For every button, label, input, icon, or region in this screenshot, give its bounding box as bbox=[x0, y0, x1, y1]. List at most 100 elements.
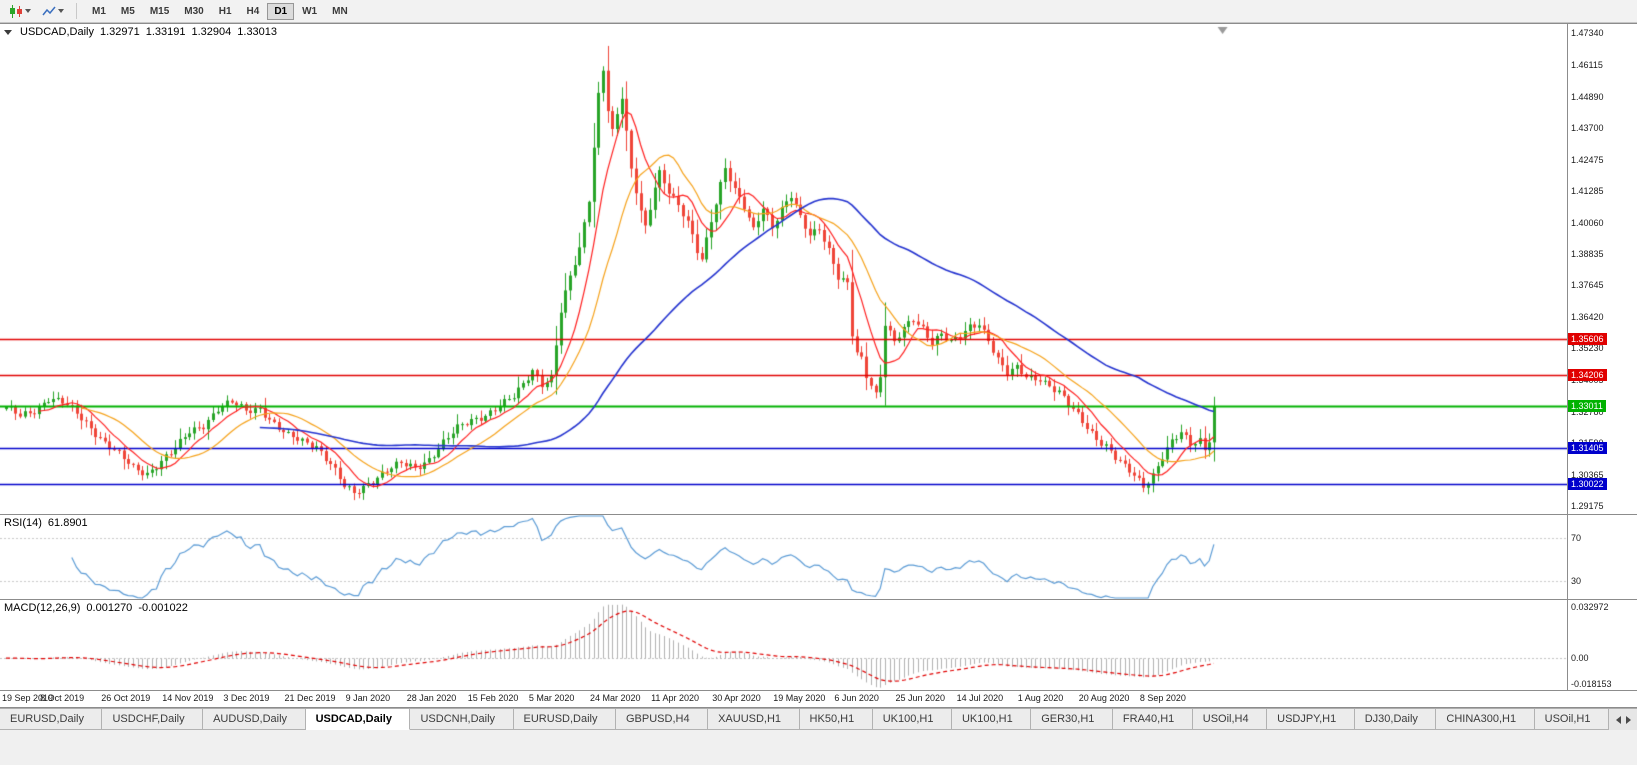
timeframe-m30-button[interactable]: M30 bbox=[184, 5, 204, 17]
rsi-panel: RSI(14) 61.8901 70 30 bbox=[0, 515, 1637, 600]
date-tick: 8 Sep 2020 bbox=[1139, 693, 1186, 703]
rsi-axis[interactable]: 70 30 bbox=[1567, 515, 1637, 599]
chart-area: USDCAD,Daily 1.32971 1.33191 1.32904 1.3… bbox=[0, 23, 1637, 708]
tab-gbpusd-h4[interactable]: GBPUSD,H4 bbox=[616, 709, 709, 730]
date-tick: 15 Feb 2020 bbox=[467, 693, 519, 703]
price-tick: 1.46115 bbox=[1571, 59, 1603, 70]
tab-hk50-h1[interactable]: HK50,H1 bbox=[799, 709, 873, 730]
price-level-badge: 1.33011 bbox=[1568, 400, 1606, 413]
date-tick: 14 Nov 2019 bbox=[162, 693, 214, 703]
tab-usoil-h4[interactable]: USOil,H4 bbox=[1192, 709, 1268, 730]
timeframe-m5-button[interactable]: M5 bbox=[120, 5, 135, 17]
high-value: 1.33191 bbox=[145, 26, 186, 38]
tab-xauusd-h1[interactable]: XAUUSD,H1 bbox=[708, 709, 800, 730]
macd-name: MACD(12,26,9) bbox=[4, 602, 81, 614]
timeframe-m1-button[interactable]: M1 bbox=[92, 5, 106, 17]
tab-usoil-h1[interactable]: USOil,H1 bbox=[1534, 709, 1609, 730]
chart-type-button[interactable] bbox=[5, 2, 35, 21]
date-tick: 24 Mar 2020 bbox=[590, 693, 641, 703]
price-level-badge: 1.31405 bbox=[1568, 441, 1607, 454]
timeframe-mn-button[interactable]: MN bbox=[332, 5, 348, 17]
timeframe-w1-button[interactable]: W1 bbox=[302, 5, 318, 17]
date-tick: 9 Jan 2020 bbox=[345, 693, 391, 703]
chevron-down-icon bbox=[58, 9, 64, 13]
macd-tick: 0.032972 bbox=[1571, 602, 1609, 612]
price-tick: 1.32780 bbox=[1571, 407, 1604, 418]
tab-eurusd-daily[interactable]: EURUSD,Daily bbox=[0, 709, 103, 730]
rsi-chart-canvas[interactable] bbox=[0, 515, 1567, 599]
tab-eurusd-daily[interactable]: EURUSD,Daily bbox=[513, 709, 616, 730]
date-tick: 30 Apr 2020 bbox=[712, 693, 761, 703]
tab-scroll-buttons bbox=[1609, 709, 1637, 730]
tab-usdcnh-daily[interactable]: USDCNH,Daily bbox=[410, 709, 514, 730]
date-tick: 19 May 2020 bbox=[773, 693, 826, 703]
price-panel: USDCAD,Daily 1.32971 1.33191 1.32904 1.3… bbox=[0, 24, 1637, 515]
timeframe-buttons: M1 M5 M15 M30 H1 H4 D1 W1 MN bbox=[85, 2, 355, 20]
date-tick: 8 Oct 2019 bbox=[40, 693, 85, 703]
line-chart-icon bbox=[42, 6, 56, 15]
toolbar: M1 M5 M15 M30 H1 H4 D1 W1 MN bbox=[0, 0, 1637, 23]
tabs-scroll-left-button[interactable] bbox=[1615, 715, 1621, 724]
rsi-name: RSI(14) bbox=[4, 517, 42, 529]
chevron-down-icon bbox=[25, 9, 31, 13]
tab-china300-h1[interactable]: CHINA300,H1 bbox=[1436, 709, 1535, 730]
tab-usdcad-daily[interactable]: USDCAD,Daily bbox=[305, 709, 411, 730]
rsi-tick: 30 bbox=[1571, 575, 1582, 586]
chart-menu-icon[interactable] bbox=[4, 29, 12, 35]
price-axis[interactable]: 1.47340 1.46115 1.44890 1.43700 1.42475 1.412… bbox=[1567, 24, 1637, 514]
price-tick: 1.36420 bbox=[1571, 312, 1604, 323]
timeframe-d1-button[interactable]: D1 bbox=[267, 2, 295, 20]
macd-axis[interactable]: 0.032972 0.00 -0.018153 bbox=[1567, 600, 1637, 690]
price-tick: 1.41285 bbox=[1571, 185, 1604, 196]
price-level-badge: 1.30022 bbox=[1568, 477, 1607, 490]
date-tick: 5 Mar 2020 bbox=[528, 693, 575, 703]
macd-tick: -0.018153 bbox=[1571, 679, 1612, 689]
symbol-ohlc-label: USDCAD,Daily 1.32971 1.33191 1.32904 1.3… bbox=[4, 26, 277, 38]
macd-signal-value: -0.001022 bbox=[138, 602, 188, 614]
date-tick: 19 Sep 2019 bbox=[2, 693, 54, 703]
date-axis[interactable]: 19 Sep 2019 8 Oct 2019 26 Oct 2019 14 Nov 2… bbox=[0, 691, 1637, 707]
rsi-label: RSI(14) 61.8901 bbox=[4, 517, 88, 529]
symbol-label: USDCAD,Daily bbox=[20, 26, 94, 38]
tab-uk100-h1[interactable]: UK100,H1 bbox=[872, 709, 952, 730]
date-tick: 25 Jun 2020 bbox=[895, 693, 946, 703]
price-level-badge: 1.35606 bbox=[1568, 332, 1607, 345]
date-tick: 20 Aug 2020 bbox=[1078, 693, 1130, 703]
candlestick-chart-icon bbox=[10, 4, 22, 18]
price-tick: 1.40060 bbox=[1571, 217, 1604, 228]
tab-audusd-daily[interactable]: AUDUSD,Daily bbox=[203, 709, 306, 730]
tab-usdchf-daily[interactable]: USDCHF,Daily bbox=[102, 709, 204, 730]
macd-label: MACD(12,26,9) 0.001270 -0.001022 bbox=[4, 602, 188, 614]
price-tick: 1.43700 bbox=[1571, 122, 1604, 133]
tab-usdjpy-h1[interactable]: USDJPY,H1 bbox=[1267, 709, 1355, 730]
price-tick: 1.44890 bbox=[1571, 91, 1604, 102]
price-tick: 1.30365 bbox=[1571, 470, 1604, 481]
tab-dj30-daily[interactable]: DJ30,Daily bbox=[1354, 709, 1437, 730]
macd-tick: 0.00 bbox=[1571, 653, 1589, 664]
timeframe-h1-button[interactable]: H1 bbox=[218, 5, 232, 17]
price-tick: 1.29175 bbox=[1571, 501, 1604, 512]
timeframe-h4-button[interactable]: H4 bbox=[246, 5, 260, 17]
date-tick: 1 Aug 2020 bbox=[1017, 693, 1064, 703]
date-tick: 26 Oct 2019 bbox=[101, 693, 151, 703]
price-level-badge: 1.34206 bbox=[1568, 368, 1607, 381]
macd-chart-canvas[interactable] bbox=[0, 600, 1567, 690]
open-value: 1.32971 bbox=[99, 26, 140, 38]
macd-value: 0.001270 bbox=[86, 602, 133, 614]
tabs-scroll-right-button[interactable] bbox=[1625, 715, 1631, 724]
date-tick: 6 Jun 2020 bbox=[834, 693, 879, 703]
status-strip bbox=[0, 730, 1637, 765]
toolbar-separator bbox=[76, 3, 77, 19]
tab-ger30-h1[interactable]: GER30,H1 bbox=[1031, 709, 1113, 730]
price-chart-canvas[interactable] bbox=[0, 24, 1567, 514]
price-tick: 1.37645 bbox=[1571, 280, 1604, 291]
chart-tab-list: EURUSD,Daily USDCHF,Daily AUDUSD,Daily USDC… bbox=[0, 709, 1609, 730]
date-tick: 3 Dec 2019 bbox=[223, 693, 270, 703]
rsi-value: 61.8901 bbox=[47, 517, 88, 529]
tab-fra40-h1[interactable]: FRA40,H1 bbox=[1112, 709, 1193, 730]
timeframe-m15-button[interactable]: M15 bbox=[149, 5, 170, 17]
tab-uk100-h1[interactable]: UK100,H1 bbox=[951, 709, 1032, 730]
macd-panel: MACD(12,26,9) 0.001270 -0.001022 0.03297… bbox=[0, 600, 1637, 691]
indicators-button[interactable] bbox=[38, 2, 68, 21]
